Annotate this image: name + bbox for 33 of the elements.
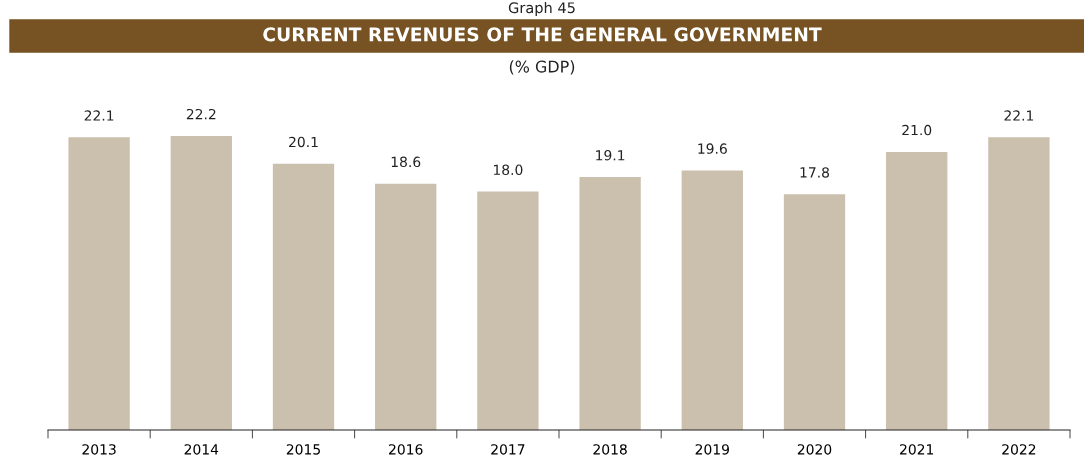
- data-label: 20.1: [289, 136, 318, 148]
- bar: [477, 191, 539, 430]
- data-label: 22.1: [84, 110, 114, 121]
- data-label: 22.1: [1004, 110, 1034, 121]
- x-tick-label: 2018: [593, 444, 627, 455]
- bar: [886, 151, 948, 430]
- data-label: 19.6: [698, 143, 727, 154]
- x-tick-label: 2021: [900, 444, 934, 455]
- bar: [681, 170, 743, 430]
- x-tick-label: 2016: [389, 444, 423, 455]
- x-tick-label: 2020: [797, 444, 832, 455]
- x-tick-label: 2015: [286, 444, 320, 455]
- chart-subtitle: (% GDP): [509, 60, 575, 75]
- chart-title: CURRENT REVENUES OF THE GENERAL GOVERNMENT: [263, 27, 822, 42]
- x-tick-label: 2017: [491, 444, 525, 455]
- bar: [988, 137, 1050, 430]
- bar: [579, 177, 641, 430]
- data-label: 21.0: [902, 124, 932, 136]
- x-tick-label: 2014: [184, 444, 219, 455]
- data-label: 22.2: [186, 108, 216, 120]
- x-tick-label: 2019: [695, 444, 729, 455]
- x-tick-label: 2022: [1002, 444, 1036, 455]
- data-label: 18.6: [391, 156, 421, 168]
- bar: [68, 137, 130, 430]
- bar: [170, 136, 232, 430]
- bar: [783, 194, 846, 430]
- data-label: 17.8: [800, 167, 830, 178]
- bar: [272, 163, 335, 430]
- data-label: 19.1: [596, 149, 625, 161]
- bar: [375, 183, 437, 430]
- caption: Graph 45: [508, 1, 575, 17]
- x-tick-label: 2013: [82, 444, 116, 455]
- data-label: 18.0: [493, 164, 523, 176]
